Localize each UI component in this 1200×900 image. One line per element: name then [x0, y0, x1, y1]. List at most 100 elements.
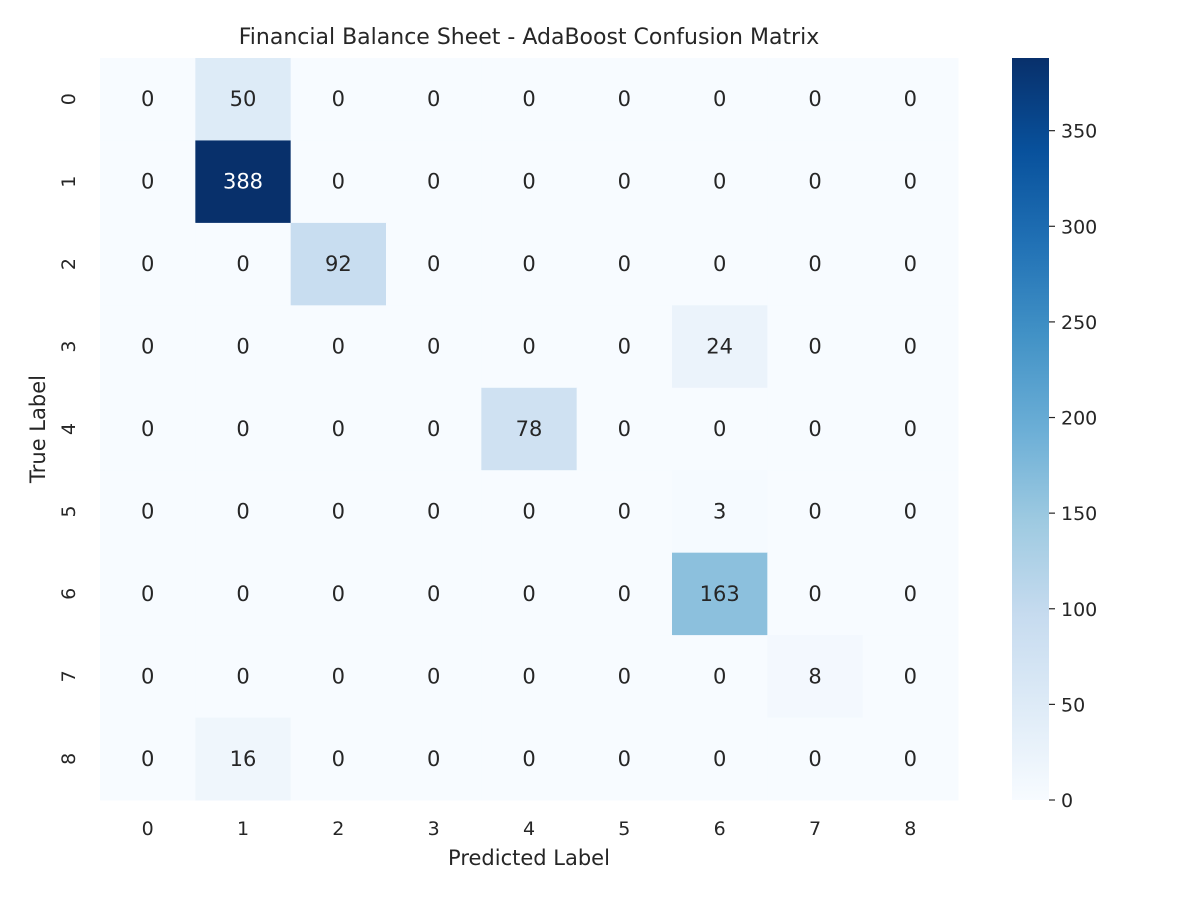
cell-value-label: 0	[427, 582, 440, 606]
heatmap-cell	[100, 635, 196, 719]
cell-value-label: 0	[618, 87, 631, 111]
heatmap-cell	[862, 305, 959, 389]
heatmap-cell	[100, 58, 196, 141]
heatmap-cell	[862, 470, 959, 554]
x-axis-label: Predicted Label	[448, 846, 610, 870]
heatmap-cell	[100, 717, 196, 801]
cell-value-label: 0	[141, 87, 154, 111]
y-tick-label: 7	[58, 670, 80, 682]
cell-value-label: 0	[618, 582, 631, 606]
heatmap-cell	[481, 470, 578, 554]
heatmap-cell	[386, 552, 482, 636]
x-axis-ticks: 0 1 2 3 4 5 6 7 8	[142, 818, 917, 840]
heatmap-cell	[862, 58, 959, 141]
cell-value-label: 0	[904, 252, 917, 276]
cell-value-label: 0	[141, 252, 154, 276]
cell-value-label: 0	[332, 87, 345, 111]
x-tick-label: 0	[142, 818, 154, 840]
y-tick-label: 3	[58, 341, 80, 353]
heatmap-cell	[386, 470, 482, 554]
y-tick-label: 6	[58, 588, 80, 600]
heatmap-cell	[672, 470, 768, 554]
heatmap-cell	[862, 717, 959, 801]
cell-value-label: 0	[141, 417, 154, 441]
x-tick-label: 5	[618, 818, 630, 840]
cell-value-label: 0	[141, 499, 154, 523]
y-tick-label: 4	[58, 423, 80, 435]
colorbar-tick-label: 50	[1061, 694, 1085, 716]
heatmap-cell	[481, 552, 578, 636]
heatmap-cell	[100, 222, 196, 306]
cell-value-label: 0	[427, 335, 440, 359]
cell-value-label: 0	[236, 499, 249, 523]
cell-value-label: 0	[427, 499, 440, 523]
heatmap-cell	[672, 635, 768, 719]
cell-value-label: 0	[236, 335, 249, 359]
cell-value-label: 163	[700, 582, 740, 606]
heatmap-cell	[100, 387, 196, 471]
heatmap-cell	[195, 470, 292, 554]
cell-value-label: 0	[618, 664, 631, 688]
cell-value-label: 0	[332, 747, 345, 771]
cell-value-label: 0	[236, 582, 249, 606]
cell-value-label: 0	[522, 499, 535, 523]
cell-value-label: 50	[230, 87, 257, 111]
heatmap-cell	[195, 305, 292, 389]
heatmap-cell	[576, 470, 673, 554]
heatmap-cell	[862, 387, 959, 471]
heatmap-cell	[672, 387, 768, 471]
cell-value-label: 24	[706, 335, 733, 359]
cell-value-label: 0	[427, 747, 440, 771]
cell-value-label: 0	[332, 664, 345, 688]
cell-value-label: 0	[141, 582, 154, 606]
cell-value-label: 0	[904, 747, 917, 771]
heatmap-cell	[290, 305, 387, 389]
heatmap-cell	[672, 58, 768, 141]
y-axis-label: True Label	[26, 375, 50, 484]
cell-value-label: 0	[427, 170, 440, 194]
colorbar-tick-label: 300	[1061, 216, 1097, 238]
cell-value-label: 8	[808, 664, 821, 688]
heatmap-cell	[290, 58, 387, 141]
heatmap-cell	[481, 717, 578, 801]
heatmap-cell	[767, 140, 864, 224]
chart-title: Financial Balance Sheet - AdaBoost Confu…	[239, 25, 820, 50]
cell-value-label: 0	[808, 170, 821, 194]
heatmap-cell	[290, 387, 387, 471]
x-tick-label: 4	[523, 818, 535, 840]
heatmap-cell	[290, 222, 387, 306]
cell-value-label: 16	[230, 747, 257, 771]
cell-value-label: 0	[808, 582, 821, 606]
heatmap-cell	[481, 58, 578, 141]
heatmap-cell	[767, 552, 864, 636]
heatmap-cell	[100, 140, 196, 224]
heatmap-cell	[862, 552, 959, 636]
heatmap-cell	[767, 222, 864, 306]
heatmap-cell	[767, 305, 864, 389]
heatmap-cell	[386, 387, 482, 471]
heatmap-cell	[862, 222, 959, 306]
cell-value-label: 92	[325, 252, 352, 276]
y-tick-label: 0	[58, 93, 80, 105]
heatmap-cell	[195, 140, 292, 224]
heatmap-cell	[767, 635, 864, 719]
heatmap-cell	[195, 58, 292, 141]
cell-value-label: 0	[522, 582, 535, 606]
cell-value-label: 0	[332, 417, 345, 441]
cell-value-label: 0	[808, 747, 821, 771]
heatmap-cell	[576, 222, 673, 306]
cell-value-label: 0	[808, 335, 821, 359]
cell-value-label: 0	[713, 664, 726, 688]
cell-value-label: 0	[332, 170, 345, 194]
cell-value-label: 0	[522, 335, 535, 359]
heatmap-cell-labels: 0 50 0 0 0 0 0 0 0 0 388 0 0 0 0 0 0 0 0 0 92 0 0 0 0 0 0 0 0 0 0 0 0 24 0…	[141, 87, 917, 771]
cell-value-label: 0	[141, 335, 154, 359]
cell-value-label: 3	[713, 499, 726, 523]
cell-value-label: 0	[808, 252, 821, 276]
heatmap-cell	[386, 635, 482, 719]
cell-value-label: 0	[713, 747, 726, 771]
cell-value-label: 0	[427, 664, 440, 688]
heatmap-cell	[195, 552, 292, 636]
heatmap-cell	[481, 635, 578, 719]
colorbar-tick-label: 200	[1061, 408, 1097, 430]
